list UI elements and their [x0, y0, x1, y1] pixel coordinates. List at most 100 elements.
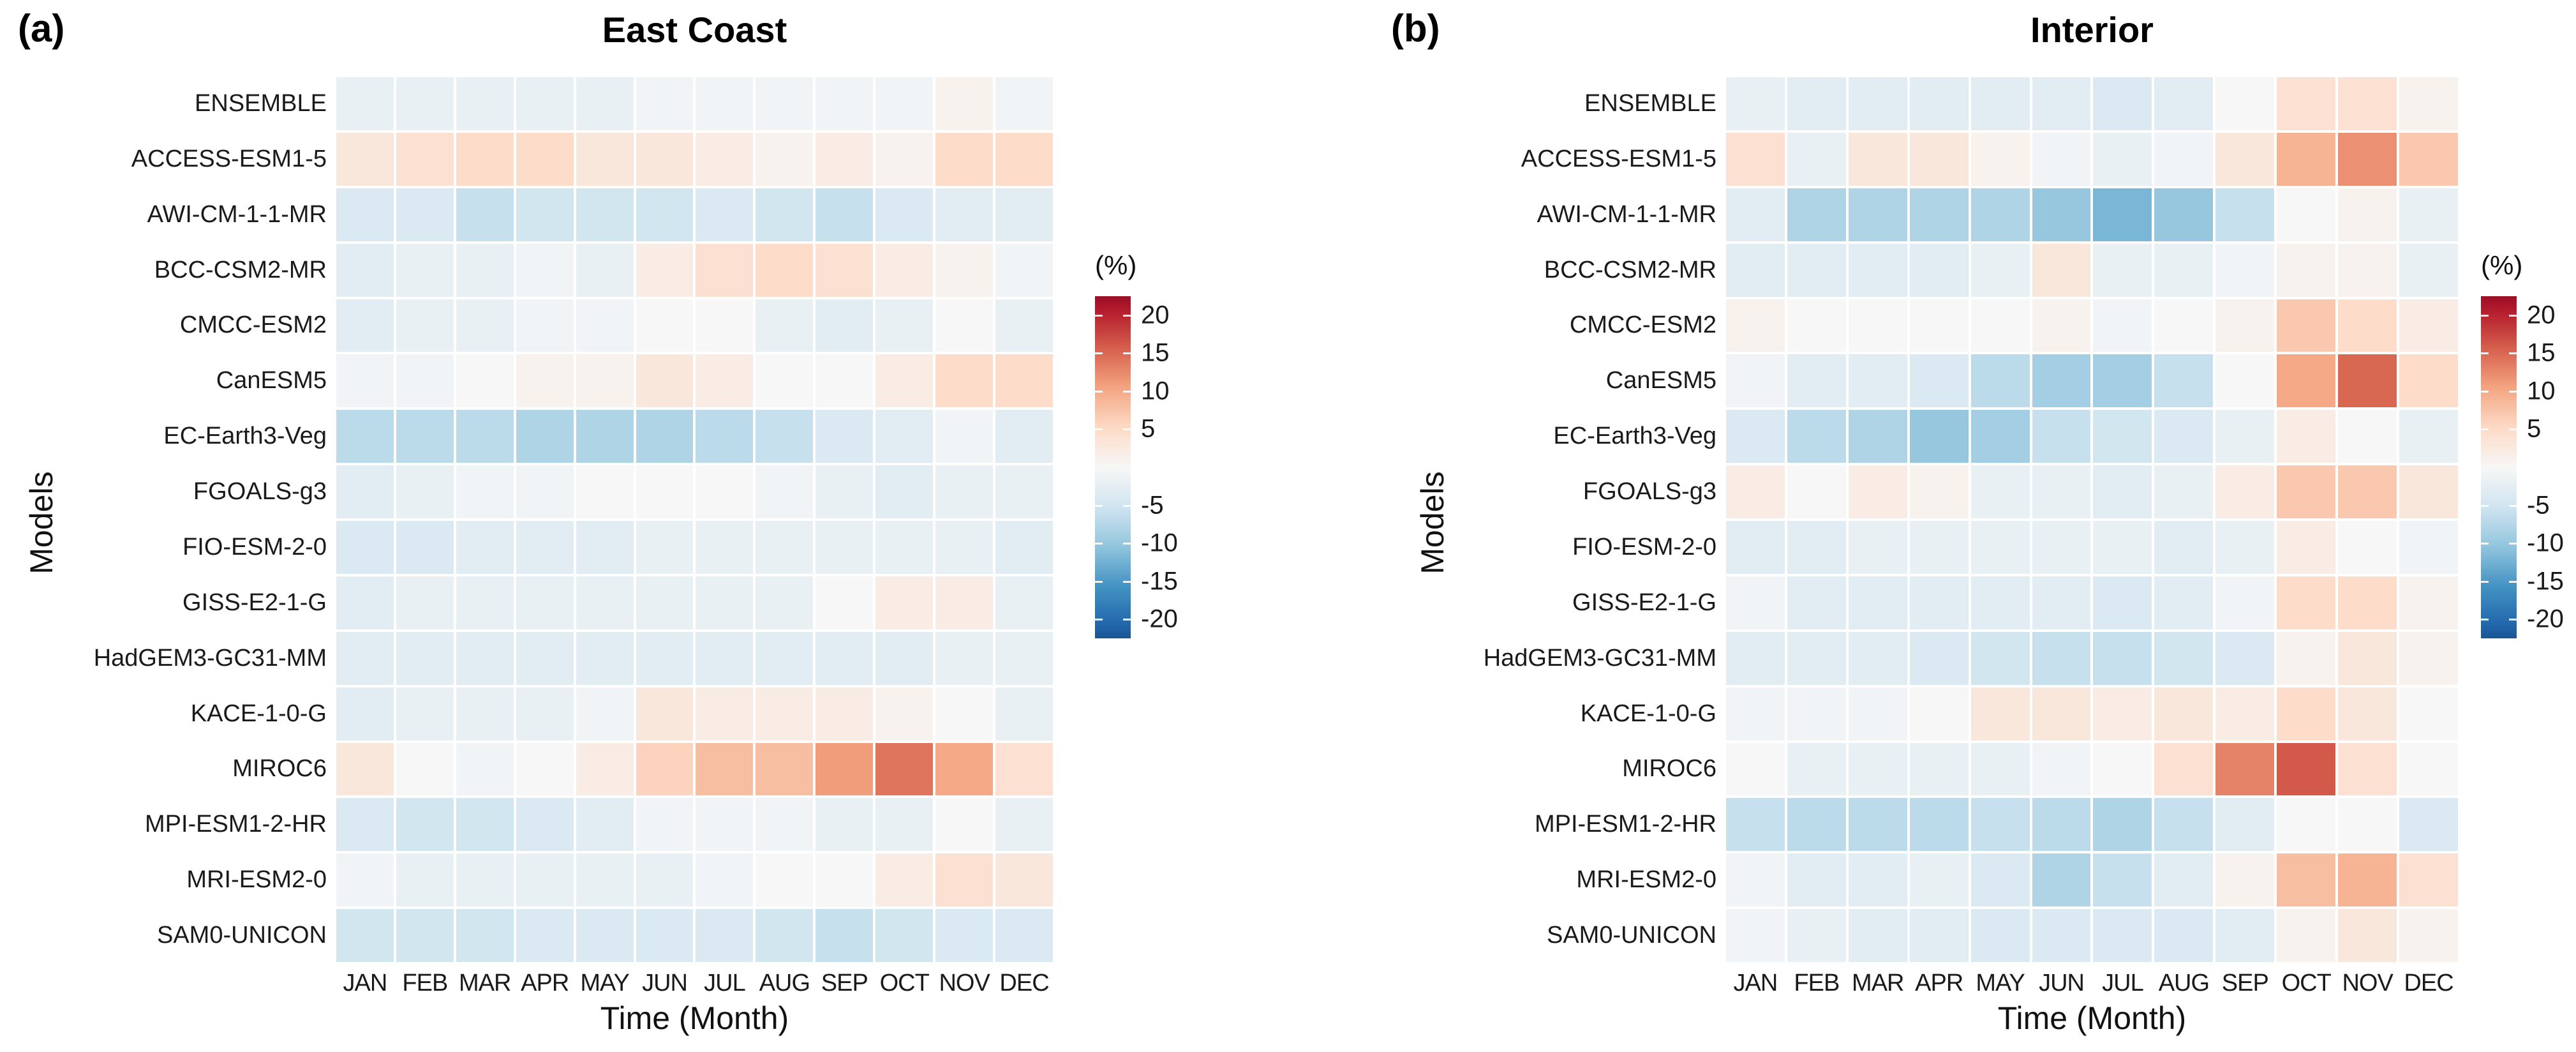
heatmap-cell — [516, 853, 574, 907]
panel-b-model-labels: ENSEMBLE ACCESS-ESM1-5 AWI-CM-1-1-MR BCC-CS… — [1423, 77, 1716, 962]
heatmap-cell — [1848, 299, 1907, 352]
heatmap-cell — [516, 299, 574, 352]
heatmap-cell — [2154, 687, 2214, 740]
panel-b-month-labels: JAN FEB MAR APR MAY JUN JUL AUG SEP OCT NOV DEC — [1726, 970, 2458, 1000]
heatmap-cell — [2215, 631, 2275, 685]
heatmap-cell — [2277, 243, 2336, 297]
heatmap-cell — [2032, 687, 2091, 740]
heatmap-cell — [1909, 798, 1969, 852]
heatmap-cell — [1787, 132, 1846, 186]
colorbar-tick-label: 15 — [2527, 338, 2556, 367]
colorbar-tick-mark — [1123, 504, 1131, 507]
heatmap-cell — [696, 299, 754, 352]
heatmap-cell — [815, 521, 874, 574]
heatmap-cell — [1970, 188, 2030, 241]
heatmap-cell — [2338, 909, 2397, 962]
heatmap-cell — [995, 410, 1053, 463]
colorbar-tick-mark — [2481, 352, 2489, 355]
heatmap-cell — [336, 410, 394, 463]
heatmap-cell — [576, 77, 634, 130]
panel-a-colorbar: (%) 20 15 10 5 -5 -10 -15 -20 — [1095, 250, 1235, 638]
colorbar-tick-mark — [2481, 619, 2489, 621]
heatmap-cell — [815, 299, 874, 352]
heatmap-cell — [1909, 132, 1969, 186]
heatmap-cell — [756, 465, 814, 518]
heatmap-cell — [2032, 465, 2091, 518]
heatmap-cell — [1787, 77, 1846, 130]
month-tick-label: SEP — [2221, 970, 2269, 996]
heatmap-cell — [875, 188, 934, 241]
heatmap-cell — [2399, 853, 2458, 907]
heatmap-cell — [875, 410, 934, 463]
heatmap-cell — [456, 188, 514, 241]
heatmap-cell — [2215, 798, 2275, 852]
heatmap-cell — [935, 77, 994, 130]
heatmap-cell — [2032, 299, 2091, 352]
heatmap-cell — [696, 410, 754, 463]
colorbar-tick-mark — [1095, 619, 1103, 621]
month-tick-label: JUN — [2039, 970, 2085, 996]
heatmap-cell — [1726, 465, 1785, 518]
heatmap-cell — [516, 410, 574, 463]
heatmap-cell — [2154, 631, 2214, 685]
heatmap-cell — [456, 299, 514, 352]
heatmap-cell — [336, 742, 394, 796]
heatmap-cell — [2338, 354, 2397, 408]
heatmap-cell — [2154, 576, 2214, 629]
heatmap-cell — [336, 798, 394, 852]
heatmap-cell — [995, 132, 1053, 186]
heatmap-cell — [756, 631, 814, 685]
heatmap-cell — [875, 742, 934, 796]
heatmap-cell — [516, 77, 574, 130]
colorbar-tick-label: -10 — [2527, 529, 2564, 557]
heatmap-cell — [636, 354, 694, 408]
heatmap-cell — [516, 132, 574, 186]
heatmap-cell — [1787, 188, 1846, 241]
colorbar-tick-label: -5 — [2527, 491, 2550, 520]
model-label: MRI-ESM2-0 — [186, 866, 327, 894]
heatmap-cell — [576, 521, 634, 574]
heatmap-cell — [2399, 299, 2458, 352]
heatmap-cell — [815, 354, 874, 408]
month-tick-label: NOV — [939, 970, 990, 996]
heatmap-cell — [456, 465, 514, 518]
heatmap-cell — [2093, 631, 2152, 685]
heatmap-cell — [696, 576, 754, 629]
heatmap-cell — [1726, 132, 1785, 186]
model-label: EC-Earth3-Veg — [163, 423, 327, 450]
heatmap-cell — [2093, 687, 2152, 740]
panel-a-title: East Coast — [602, 10, 787, 50]
heatmap-cell — [2032, 576, 2091, 629]
heatmap-cell — [756, 299, 814, 352]
heatmap-cell — [815, 188, 874, 241]
heatmap-cell — [2338, 410, 2397, 463]
heatmap-cell — [1970, 299, 2030, 352]
heatmap-cell — [456, 410, 514, 463]
colorbar-tick-mark — [1095, 504, 1103, 507]
heatmap-cell — [935, 188, 994, 241]
heatmap-cell — [875, 465, 934, 518]
colorbar-tick-mark — [2481, 504, 2489, 507]
model-label: GISS-E2-1-G — [1572, 589, 1716, 616]
heatmap-cell — [1848, 243, 1907, 297]
heatmap-cell — [1848, 853, 1907, 907]
heatmap-cell — [815, 410, 874, 463]
heatmap-cell — [1909, 243, 1969, 297]
heatmap-cell — [636, 188, 694, 241]
heatmap-cell — [1909, 521, 1969, 574]
heatmap-cell — [1848, 576, 1907, 629]
heatmap-cell — [576, 465, 634, 518]
heatmap-cell — [576, 576, 634, 629]
model-label: SAM0-UNICON — [156, 922, 327, 949]
colorbar-gradient — [2481, 296, 2517, 638]
heatmap-cell — [336, 132, 394, 186]
heatmap-cell — [995, 687, 1053, 740]
heatmap-cell — [875, 853, 934, 907]
heatmap-cell — [1970, 243, 2030, 297]
heatmap-cell — [576, 853, 634, 907]
heatmap-cell — [995, 465, 1053, 518]
model-label: CMCC-ESM2 — [1569, 312, 1716, 339]
heatmap-cell — [875, 132, 934, 186]
heatmap-cell — [935, 687, 994, 740]
heatmap-cell — [2277, 465, 2336, 518]
